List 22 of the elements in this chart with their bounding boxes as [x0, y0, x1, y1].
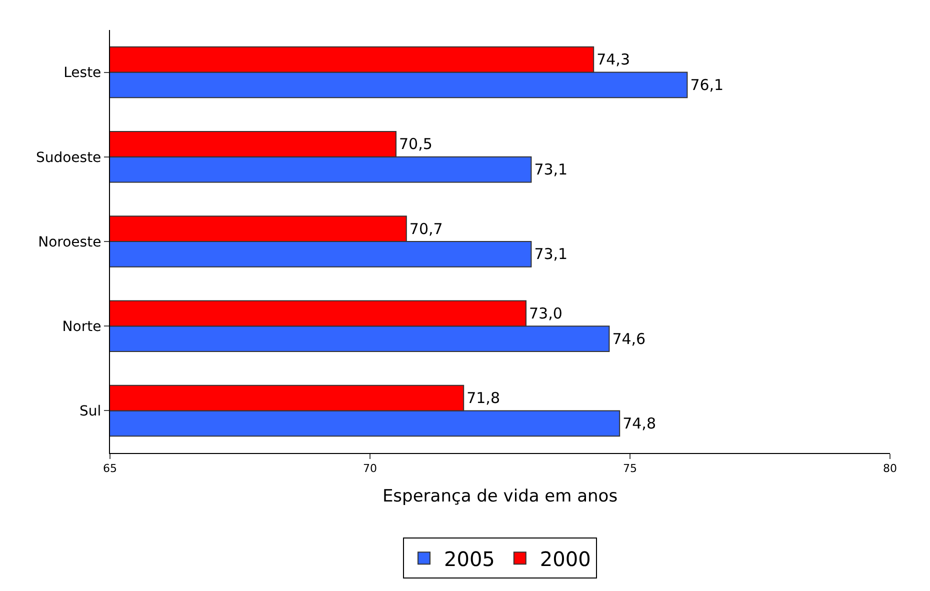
- y-tick-label: Sudoeste: [36, 150, 102, 166]
- data-label: 70,5: [399, 135, 432, 154]
- legend-label: 2005: [444, 546, 495, 571]
- data-label: 73,1: [534, 160, 568, 179]
- data-label: 71,8: [466, 389, 500, 408]
- y-tick-label: Leste: [64, 65, 102, 82]
- y-tick-label: Noroeste: [38, 234, 102, 250]
- data-label: 73,0: [529, 304, 562, 322]
- legend-label: 2000: [540, 546, 591, 571]
- data-label: 74,6: [612, 330, 646, 348]
- data-label: 74,8: [622, 414, 656, 432]
- y-tick-label: Norte: [62, 319, 102, 335]
- data-label: 76,1: [690, 76, 724, 94]
- y-tick-label: Sul: [80, 404, 102, 420]
- data-label: 73,1: [534, 245, 568, 264]
- x-tick-label: 75: [623, 462, 637, 476]
- x-tick-label: 80: [883, 462, 897, 476]
- data-label: 74,3: [596, 50, 630, 69]
- x-tick-label: 65: [103, 462, 117, 476]
- x-tick-label: 70: [363, 462, 377, 476]
- x-axis-title: Esperança de vida em anos: [382, 486, 618, 507]
- data-label: 70,7: [409, 220, 443, 238]
